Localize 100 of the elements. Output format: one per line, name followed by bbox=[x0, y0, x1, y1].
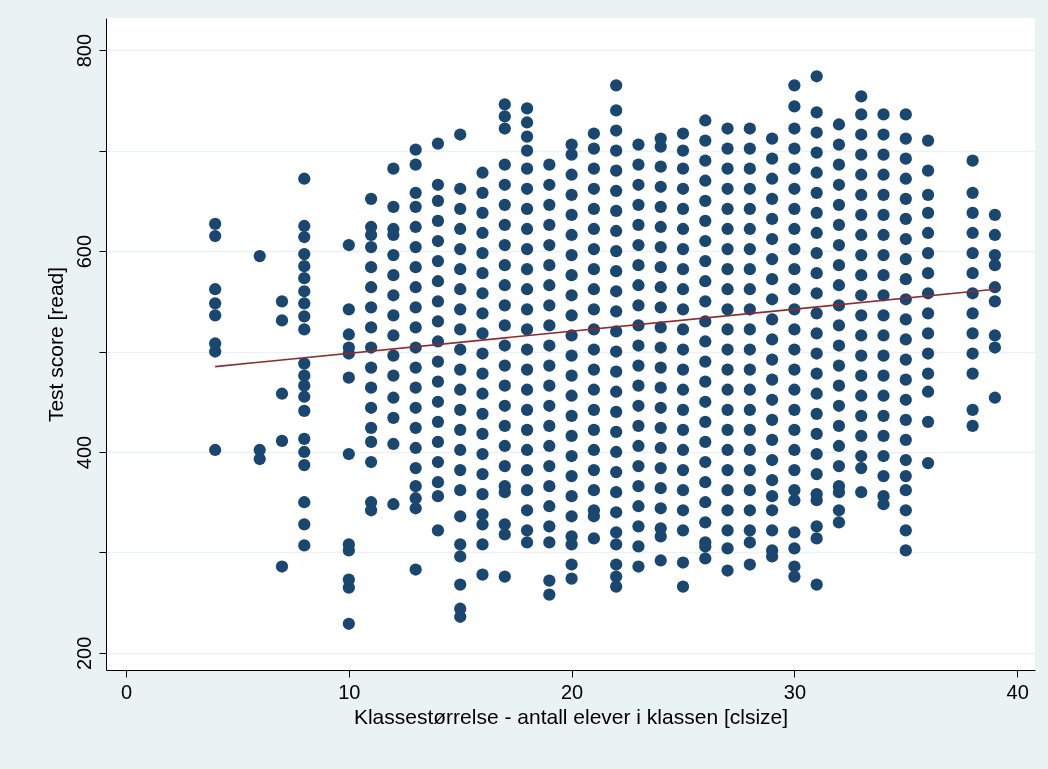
point bbox=[832, 379, 846, 392]
point bbox=[209, 297, 222, 310]
point bbox=[298, 247, 311, 261]
point bbox=[988, 281, 1002, 294]
point bbox=[476, 166, 489, 179]
point bbox=[409, 361, 422, 374]
point bbox=[565, 188, 578, 201]
point bbox=[565, 248, 578, 262]
point bbox=[855, 168, 868, 181]
point bbox=[855, 461, 868, 475]
point bbox=[832, 504, 846, 517]
point bbox=[899, 232, 912, 246]
point bbox=[899, 453, 912, 467]
point bbox=[877, 309, 890, 322]
point bbox=[921, 246, 935, 260]
point bbox=[476, 407, 489, 420]
point bbox=[765, 273, 779, 286]
point bbox=[498, 419, 511, 432]
point bbox=[632, 238, 645, 252]
point bbox=[565, 470, 578, 483]
point bbox=[543, 399, 556, 412]
point bbox=[409, 143, 422, 156]
point bbox=[743, 182, 756, 195]
point bbox=[364, 504, 378, 517]
point bbox=[364, 401, 378, 414]
point bbox=[298, 357, 311, 370]
point bbox=[721, 524, 734, 537]
y-tick-label: 600 bbox=[72, 234, 95, 269]
point bbox=[543, 520, 556, 533]
point bbox=[721, 222, 734, 236]
point bbox=[632, 379, 645, 392]
point bbox=[921, 134, 935, 147]
x-tick-label: 20 bbox=[560, 680, 584, 703]
point bbox=[587, 363, 601, 376]
point bbox=[855, 349, 868, 362]
point bbox=[855, 108, 868, 121]
point bbox=[899, 433, 912, 447]
point bbox=[654, 381, 667, 394]
point bbox=[788, 570, 801, 583]
point bbox=[610, 144, 623, 157]
point bbox=[476, 327, 489, 340]
point bbox=[788, 202, 801, 215]
point bbox=[721, 242, 734, 256]
point bbox=[209, 217, 222, 231]
point bbox=[743, 122, 756, 135]
point bbox=[387, 369, 400, 382]
point bbox=[610, 558, 623, 571]
point bbox=[454, 510, 467, 523]
point bbox=[988, 391, 1002, 404]
point bbox=[810, 307, 823, 320]
point bbox=[454, 182, 467, 195]
point bbox=[966, 327, 979, 340]
point bbox=[721, 263, 734, 276]
point bbox=[721, 403, 734, 416]
point bbox=[409, 461, 422, 475]
point bbox=[877, 409, 890, 422]
point bbox=[454, 128, 467, 141]
point bbox=[788, 383, 801, 396]
point bbox=[298, 539, 311, 552]
point bbox=[498, 319, 511, 332]
point bbox=[498, 459, 511, 473]
point bbox=[988, 295, 1002, 308]
point bbox=[587, 127, 601, 140]
point bbox=[966, 186, 979, 199]
point bbox=[810, 532, 823, 545]
point bbox=[921, 226, 935, 240]
point bbox=[788, 100, 801, 113]
point bbox=[765, 313, 779, 326]
point bbox=[988, 341, 1002, 354]
point bbox=[788, 423, 801, 437]
point bbox=[810, 126, 823, 139]
point bbox=[721, 202, 734, 215]
point bbox=[454, 363, 467, 376]
point bbox=[632, 399, 645, 412]
point bbox=[454, 403, 467, 416]
point bbox=[520, 463, 534, 477]
point bbox=[298, 260, 311, 273]
point bbox=[498, 122, 511, 135]
point bbox=[587, 303, 601, 316]
point bbox=[498, 570, 511, 583]
point bbox=[587, 423, 601, 437]
point bbox=[543, 279, 556, 292]
point bbox=[454, 263, 467, 276]
point bbox=[565, 409, 578, 422]
point bbox=[632, 218, 645, 232]
point bbox=[387, 269, 400, 282]
point bbox=[966, 367, 979, 380]
point bbox=[676, 202, 690, 215]
point bbox=[721, 303, 734, 316]
point bbox=[632, 259, 645, 272]
point bbox=[743, 202, 756, 215]
point bbox=[676, 463, 690, 477]
point bbox=[387, 349, 400, 362]
point bbox=[765, 172, 779, 185]
point bbox=[810, 267, 823, 280]
point bbox=[855, 486, 868, 499]
point bbox=[543, 588, 556, 601]
point bbox=[209, 443, 222, 457]
point bbox=[810, 70, 823, 83]
point bbox=[899, 470, 912, 483]
